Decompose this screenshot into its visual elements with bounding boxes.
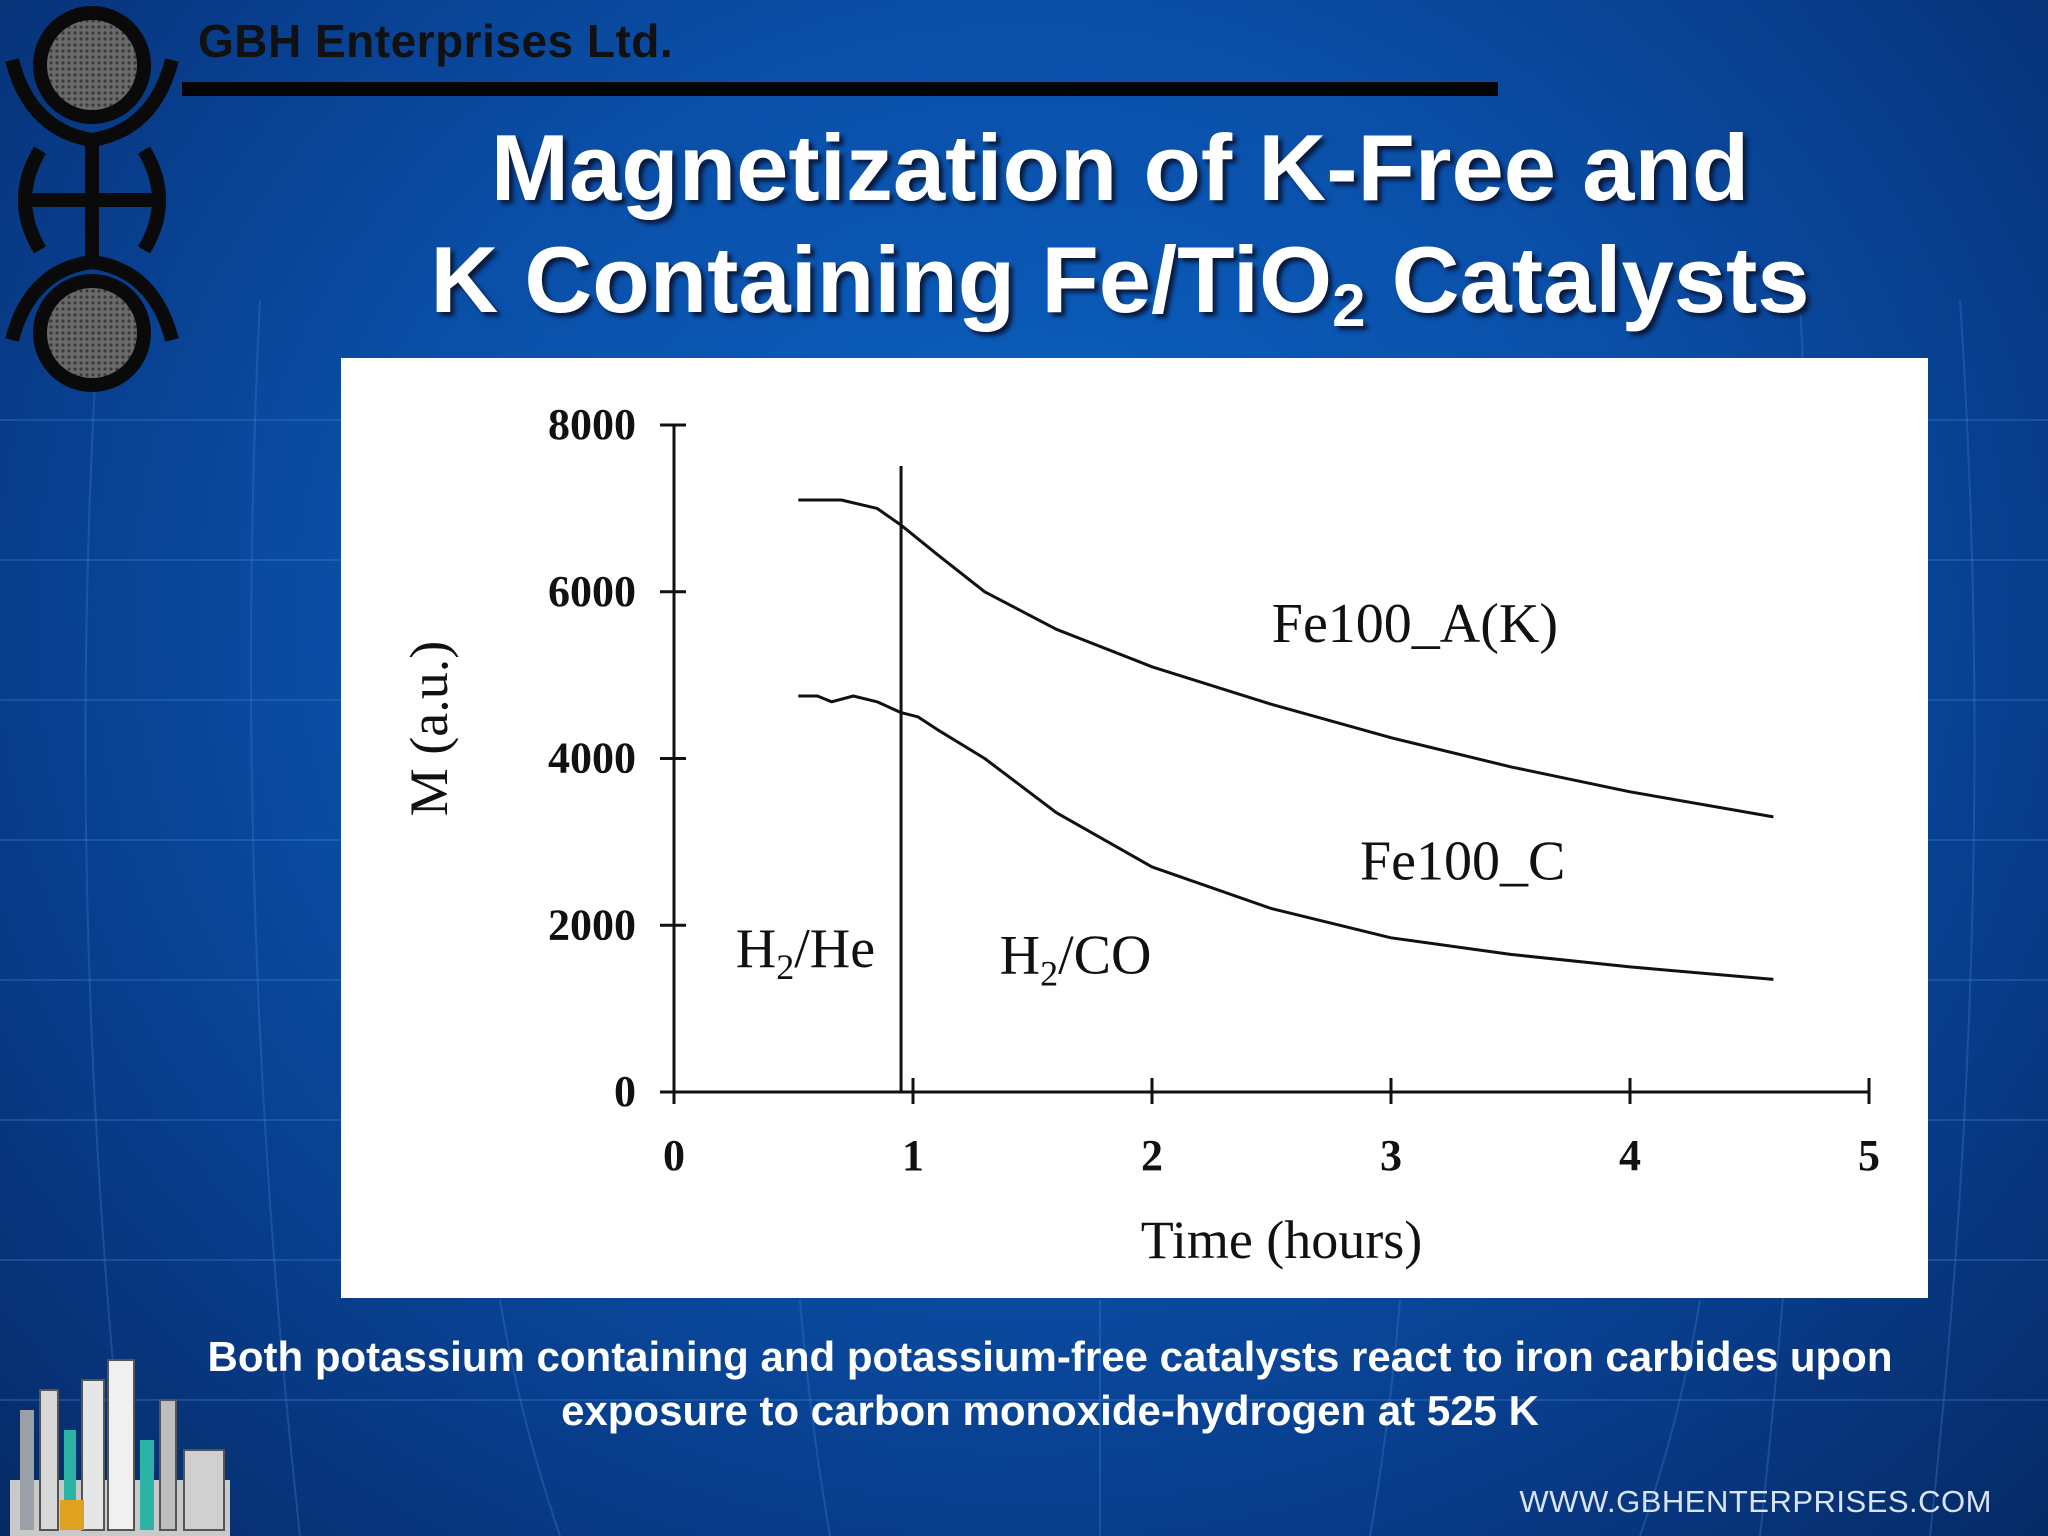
refinery-illustration: [10, 1359, 230, 1536]
gas-annotation: H2/CO: [1000, 925, 1152, 994]
gas-annotation: H2/He: [736, 918, 875, 987]
slide-caption: Both potassium containing and potassium-…: [207, 1333, 1893, 1434]
x-tick-label: 5: [1858, 1131, 1880, 1180]
company-logo: [5, 6, 179, 392]
y-tick-label: 2000: [548, 900, 636, 949]
chart-panel: 0 2000 4000 6000 8000 0 1 2 3 4 5 Time (hours) M (a.…: [341, 358, 1928, 1298]
series-label: Fe100_A(K): [1272, 593, 1558, 655]
x-tick-label: 1: [902, 1131, 924, 1180]
y-axis-label: M (a.u.): [399, 641, 459, 816]
series-line-Fe100_A(K): [798, 498, 1774, 819]
title-subscript: 2: [1332, 272, 1366, 339]
y-tick-label: 4000: [548, 734, 636, 783]
y-tick-label: 8000: [548, 400, 636, 449]
x-axis-label: Time (hours): [1141, 1210, 1423, 1270]
x-tick-label: 2: [1141, 1131, 1163, 1180]
title-line-2-suffix: Catalysts: [1365, 227, 1810, 332]
x-tick-label: 0: [663, 1131, 685, 1180]
magnetization-chart: 0 2000 4000 6000 8000 0 1 2 3 4 5 Time (hours) M (a.…: [399, 400, 1880, 1270]
y-tick-label: 0: [614, 1067, 636, 1116]
series-label: Fe100_C: [1360, 830, 1565, 892]
y-tick-label: 6000: [548, 567, 636, 616]
title-line-1: Magnetization of K-Free and: [490, 115, 1750, 220]
series-line-Fe100_C: [798, 694, 1774, 981]
header-divider: [182, 82, 1498, 96]
x-tick-label: 3: [1380, 1131, 1402, 1180]
title-line-2: K Containing Fe/TiO2 Catalysts: [230, 224, 2010, 336]
slide-title: Magnetization of K-Free and K Containing…: [230, 112, 2010, 336]
website-link[interactable]: WWW.GBHENTERPRISES.COM: [1519, 1484, 1992, 1519]
x-tick-label: 4: [1619, 1131, 1641, 1180]
title-line-2-text: K Containing Fe/TiO: [430, 227, 1333, 332]
company-name: GBH Enterprises Ltd.: [198, 15, 674, 67]
